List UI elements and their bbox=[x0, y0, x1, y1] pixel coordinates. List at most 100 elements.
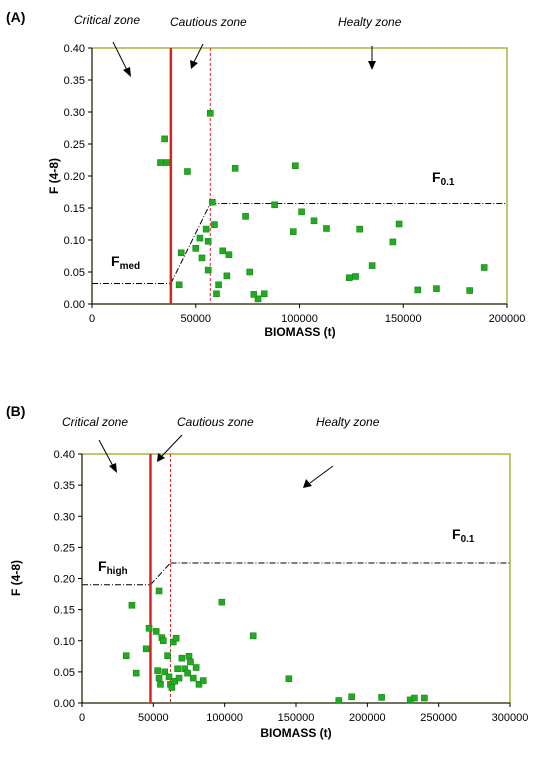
panel-b-x-tick-label: 50000 bbox=[138, 712, 169, 724]
panel-b-y-tick-label: 0.25 bbox=[54, 542, 75, 554]
panel-b-y-tick-label: 0.20 bbox=[54, 574, 75, 586]
panel-b-y-tick-label: 0.40 bbox=[54, 449, 75, 461]
panel-b-label: (B) bbox=[6, 403, 25, 419]
panel-a-data-point bbox=[254, 295, 262, 303]
panel-a-data-point bbox=[213, 290, 220, 298]
panel-a-y-tick-label: 0.10 bbox=[64, 235, 85, 247]
panel-b-data-point bbox=[152, 628, 160, 635]
panel-b-data-point bbox=[160, 637, 167, 645]
panel-a-data-point bbox=[202, 225, 210, 233]
panel-b-plot-frame bbox=[81, 453, 511, 704]
panel-a-data-point bbox=[395, 220, 403, 228]
panel-b-data-point bbox=[195, 681, 203, 688]
panel-b-x-tick-label: 300000 bbox=[492, 712, 529, 724]
panel-a-y-tick-label: 0.30 bbox=[64, 107, 85, 119]
panel-a-data-point bbox=[345, 274, 353, 282]
panel-b-y-tick-label: 0.05 bbox=[54, 667, 75, 679]
panel-b-data-point bbox=[218, 598, 226, 606]
panel-b-data-point bbox=[132, 669, 140, 677]
panel-a-data-point bbox=[206, 109, 214, 117]
panel-b-data-point bbox=[348, 693, 355, 701]
panel-b-data-point bbox=[249, 632, 257, 640]
panel-a-data-point bbox=[368, 262, 376, 269]
panel-a-data-point bbox=[271, 201, 278, 209]
panel-a-data-point bbox=[196, 234, 204, 242]
panel-b-data-point bbox=[199, 677, 207, 684]
panel-b-data-point bbox=[142, 645, 150, 653]
panel-a-critical-arrow bbox=[112, 41, 131, 77]
panel-a-plot-frame bbox=[91, 47, 508, 305]
panel-a-x-tick-label: 150000 bbox=[385, 313, 422, 325]
panel-a-data-point bbox=[389, 238, 397, 246]
panel-a-data-point bbox=[414, 286, 422, 294]
panel-b-data-point bbox=[145, 624, 153, 632]
panel-a-data-point bbox=[209, 198, 216, 206]
panel-b-x-tick-label: 200000 bbox=[349, 712, 386, 724]
panel-a-data-point bbox=[310, 217, 318, 225]
panel-b-data-point bbox=[157, 681, 164, 688]
panel-a-cautious-arrow bbox=[190, 43, 204, 69]
panel-a-y-tick-label: 0.25 bbox=[64, 139, 85, 151]
panel-b-y-ticks: 0.00 0.05 0.10 0.15 0.20 0.25 0.30 0.35 0.40 bbox=[54, 449, 82, 710]
panel-b-harvest-rule bbox=[82, 454, 510, 703]
panel-b-data-point bbox=[154, 667, 161, 674]
panel-a-ramp-line bbox=[170, 203, 211, 284]
panel-b-healty-zone-label: Healty zone bbox=[316, 415, 380, 429]
panel-b-data-point bbox=[168, 684, 176, 691]
panel-a-data-point bbox=[175, 281, 183, 289]
panel-a-data-point bbox=[292, 162, 299, 170]
panel-b-x-label: BIOMASS (t) bbox=[260, 726, 331, 740]
panel-a-fmed-label: Fmed bbox=[111, 253, 140, 272]
panel-b-data-point bbox=[175, 674, 183, 682]
panel-a-data-point bbox=[223, 272, 231, 280]
panel-b-data-point bbox=[128, 601, 136, 609]
panel-b-ramp-line bbox=[150, 562, 171, 586]
panel-a-data-point bbox=[211, 221, 218, 228]
panel-b-y-label: F (4-8) bbox=[9, 560, 23, 596]
panel-a-critical-zone-label: Critical zone bbox=[74, 13, 140, 27]
panel-b-data-point bbox=[285, 675, 293, 683]
panel-a-data-point bbox=[466, 287, 473, 294]
panel-a-data-point bbox=[157, 159, 164, 166]
panel-b-data-point bbox=[174, 665, 181, 673]
panel-b-critical-zone-label: Critical zone bbox=[62, 415, 128, 429]
panel-a-data-point bbox=[352, 273, 359, 280]
panel-b-data-point bbox=[184, 669, 191, 677]
panel-b-f01-label: F0.1 bbox=[452, 526, 475, 545]
panel-b-y-tick-label: 0.00 bbox=[54, 698, 75, 710]
panel-a-y-tick-label: 0.00 bbox=[64, 299, 85, 311]
panel-b-data-point bbox=[378, 694, 385, 701]
panel-a-x-tick-label: 50000 bbox=[180, 313, 211, 325]
panel-b-cautious-zone-label: Cautious zone bbox=[177, 415, 254, 429]
panel-b-y-tick-label: 0.15 bbox=[54, 605, 75, 617]
panel-a-data-point bbox=[198, 254, 206, 262]
panel-a-data-point bbox=[433, 285, 440, 292]
panel-a-label: (A) bbox=[6, 9, 25, 25]
panel-b-x-tick-label: 250000 bbox=[420, 712, 457, 724]
panel-a-healty-zone-label: Healty zone bbox=[338, 15, 402, 29]
panel-a-data-point bbox=[163, 159, 170, 166]
panel-b-y-tick-label: 0.30 bbox=[54, 511, 75, 523]
panel-a-data-point bbox=[250, 291, 258, 298]
panel-a-data-point bbox=[231, 165, 239, 172]
panel-a-f01-label: F0.1 bbox=[432, 169, 455, 188]
panel-a-y-tick-label: 0.40 bbox=[64, 43, 85, 55]
panel-b-x-tick-label: 150000 bbox=[278, 712, 315, 724]
panel-b-fhigh-label: Fhigh bbox=[98, 558, 128, 577]
panel-a-data-point bbox=[260, 290, 268, 298]
panel-a-y-tick-label: 0.15 bbox=[64, 203, 85, 215]
panel-b-healty-arrow bbox=[303, 465, 334, 488]
panel-a-data-point bbox=[177, 249, 185, 257]
panel-a-y-label: F (4-8) bbox=[47, 158, 61, 194]
panel-b-data-point bbox=[164, 652, 171, 659]
panel-b-data-point bbox=[178, 654, 186, 662]
panel-b-data-point bbox=[185, 653, 193, 660]
panel-b-x-tick-label: 0 bbox=[79, 712, 85, 724]
panel-b-data-point bbox=[155, 674, 163, 682]
panel-b-data-point bbox=[161, 668, 169, 676]
panel-a-x-label: BIOMASS (t) bbox=[264, 325, 335, 339]
panel-a-data-point bbox=[246, 268, 253, 276]
panel-a-points bbox=[157, 109, 488, 303]
panel-b-data-point bbox=[411, 694, 418, 702]
